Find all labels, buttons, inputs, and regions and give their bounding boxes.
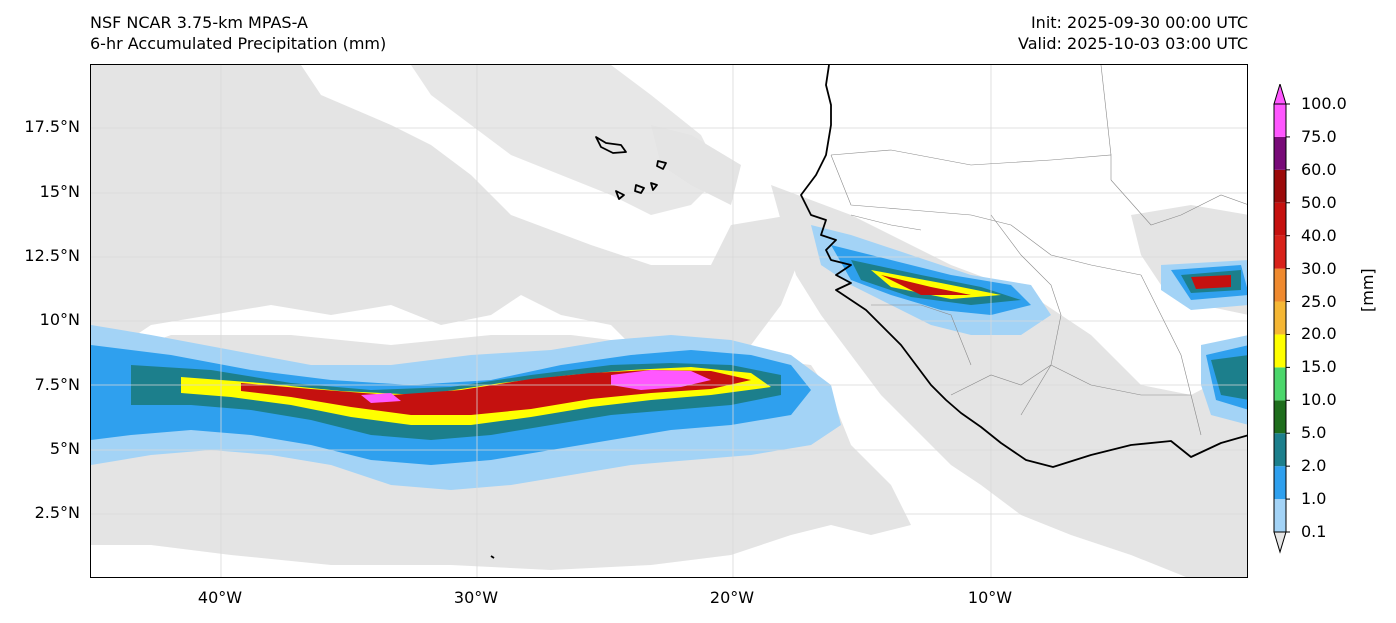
colorbar-segment [1274,169,1286,203]
lat-label-2-5: 2.5°N [34,503,80,522]
map-title-block: NSF NCAR 3.75-km MPAS-A 6-hr Accumulated… [90,12,386,54]
light-precip-areas [91,65,1247,577]
colorbar-segment [1274,466,1286,500]
colorbar-tick-label: 75.0 [1301,126,1337,146]
colorbar-segment [1274,202,1286,236]
lat-label-15: 15°N [39,182,80,201]
colorbar-tick-label: 20.0 [1301,324,1337,344]
precipitation-map[interactable] [90,64,1248,578]
colorbar-tick-label: 5.0 [1301,423,1327,443]
colorbar-tick-label: 10.0 [1301,390,1337,410]
lon-label-10w: 10°W [967,588,1013,607]
colorbar-segment [1274,400,1286,434]
colorbar-tick-label: 60.0 [1301,159,1337,179]
lat-label-5: 5°N [49,439,80,458]
lat-label-7-5: 7.5°N [34,375,80,394]
colorbar-unit-label: [mm] [1358,268,1377,312]
lon-label-30w: 30°W [453,588,499,607]
field-title: 6-hr Accumulated Precipitation (mm) [90,34,387,53]
lat-label-17-5: 17.5°N [24,117,80,136]
colorbar-tick-label: 1.0 [1301,489,1327,509]
colorbar-extend-low [1273,531,1287,554]
colorbar-segment [1274,268,1286,302]
colorbar-tick-label: 30.0 [1301,258,1337,278]
colorbar-tick-label: 50.0 [1301,192,1337,212]
colorbar-outline [1273,103,1287,533]
colorbar-tick-label: 2.0 [1301,456,1327,476]
init-time-label: Init: 2025-09-30 00:00 UTC [1030,13,1248,32]
lon-label-20w: 20°W [709,588,755,607]
colorbar-segment [1274,499,1286,532]
lat-label-10: 10°N [39,310,80,329]
colorbar-segment [1274,433,1286,467]
colorbar-segment [1274,301,1286,335]
colorbar-segment [1274,235,1286,269]
colorbar-tick-label: 25.0 [1301,291,1337,311]
lat-label-12-5: 12.5°N [24,246,80,265]
country-borders [830,65,1247,436]
colorbar-tick-label: 100.0 [1301,94,1347,113]
colorbar-segments [1273,84,1287,554]
coastline [490,65,1247,559]
colorbar [1273,84,1290,554]
colorbar-segment [1274,104,1286,137]
graticule [91,65,1247,577]
colorbar-segment [1274,334,1286,368]
colorbar-extend-high [1273,84,1287,105]
valid-time-label: Valid: 2025-10-03 03:00 UTC [1017,34,1248,53]
colorbar-segment [1274,367,1286,401]
colorbar-tick-label: 40.0 [1301,225,1337,245]
map-canvas [91,65,1247,577]
model-title: NSF NCAR 3.75-km MPAS-A [90,13,308,32]
colorbar-tick-label: 15.0 [1301,357,1337,377]
time-info-block: Init: 2025-09-30 00:00 UTC Valid: 2025-1… [1018,12,1248,54]
colorbar-tick-label: 0.1 [1301,522,1327,541]
lon-label-40w: 40°W [197,588,243,607]
colorbar-segment [1274,136,1286,170]
